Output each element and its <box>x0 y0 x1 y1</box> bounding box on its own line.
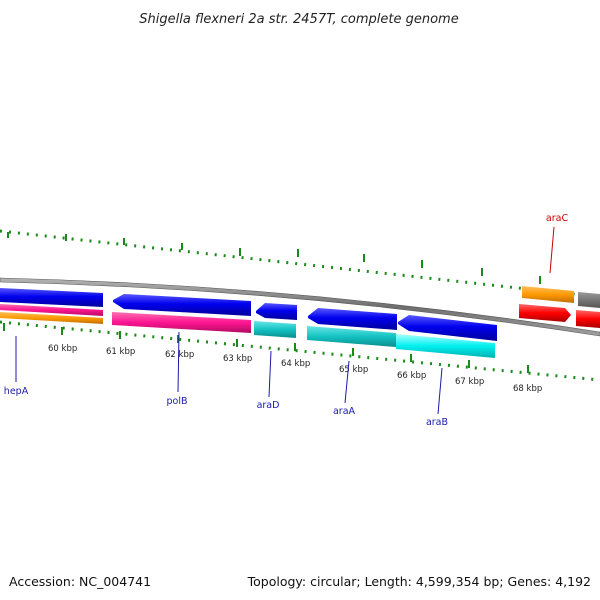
gene-label-araA[interactable]: araA <box>333 406 356 417</box>
scale-label-62kbp: 62 kbp <box>165 350 194 360</box>
scale-labels: 60 kbp 61 kbp 62 kbp 63 kbp 64 kbp 65 kb… <box>48 344 542 394</box>
gene-block-araB-lower[interactable] <box>396 334 495 358</box>
callout-line-polB <box>177 331 180 393</box>
scale-label-63kbp: 63 kbp <box>223 354 252 364</box>
scale-label-60kbp: 60 kbp <box>48 344 77 354</box>
scale-label-68kbp: 68 kbp <box>513 384 542 394</box>
gene-block-araC[interactable] <box>522 286 574 303</box>
gene-block-adjacent-gray[interactable] <box>578 292 600 308</box>
gene-block-araB[interactable] <box>398 315 497 341</box>
gene-block-polB-lower[interactable] <box>112 312 251 333</box>
gene-block-adjacent-red[interactable] <box>576 310 600 328</box>
gene-label-araB[interactable]: araB <box>426 417 448 428</box>
gene-labels: hepA polB araD araA araB araC <box>4 213 569 428</box>
footer-summary: Topology: circular; Length: 4,599,354 bp… <box>247 574 591 589</box>
gene-callouts <box>15 226 555 415</box>
reverse-strand-features <box>0 304 600 358</box>
gene-block-araD[interactable] <box>256 303 297 320</box>
scale-label-65kbp: 65 kbp <box>339 365 368 375</box>
lower-tick-track <box>0 320 600 382</box>
gene-block-hepA-lower-pink[interactable] <box>0 304 103 316</box>
gene-label-hepA[interactable]: hepA <box>4 386 29 397</box>
callout-line-araA <box>344 360 350 404</box>
forward-strand-features <box>0 286 600 341</box>
scale-label-64kbp: 64 kbp <box>281 359 310 369</box>
callout-line-araC <box>549 226 555 274</box>
gene-block-polB[interactable] <box>113 294 251 316</box>
callout-line-araD <box>268 350 272 398</box>
gene-block-hepA-lower-orange[interactable] <box>0 312 103 324</box>
gene-label-polB[interactable]: polB <box>167 396 188 407</box>
map-title: Shigella flexneri 2a str. 2457T, complet… <box>139 12 458 27</box>
upper-tick-track <box>0 229 600 299</box>
callout-line-araB <box>437 367 443 415</box>
genome-backbone <box>0 277 600 337</box>
scale-label-66kbp: 66 kbp <box>397 371 426 381</box>
gene-block-araD-lower[interactable] <box>254 321 296 338</box>
gene-block-araC-lower[interactable] <box>519 304 571 322</box>
gene-label-araD[interactable]: araD <box>257 400 280 411</box>
scale-label-61kbp: 61 kbp <box>106 347 135 357</box>
gene-label-araC[interactable]: araC <box>546 213 569 224</box>
gene-block-hepA[interactable] <box>0 288 103 307</box>
scale-label-67kbp: 67 kbp <box>455 377 484 387</box>
gene-block-araA[interactable] <box>308 308 397 330</box>
footer-accession: Accession: NC_004741 <box>9 574 151 589</box>
gene-block-araA-lower[interactable] <box>307 326 396 347</box>
